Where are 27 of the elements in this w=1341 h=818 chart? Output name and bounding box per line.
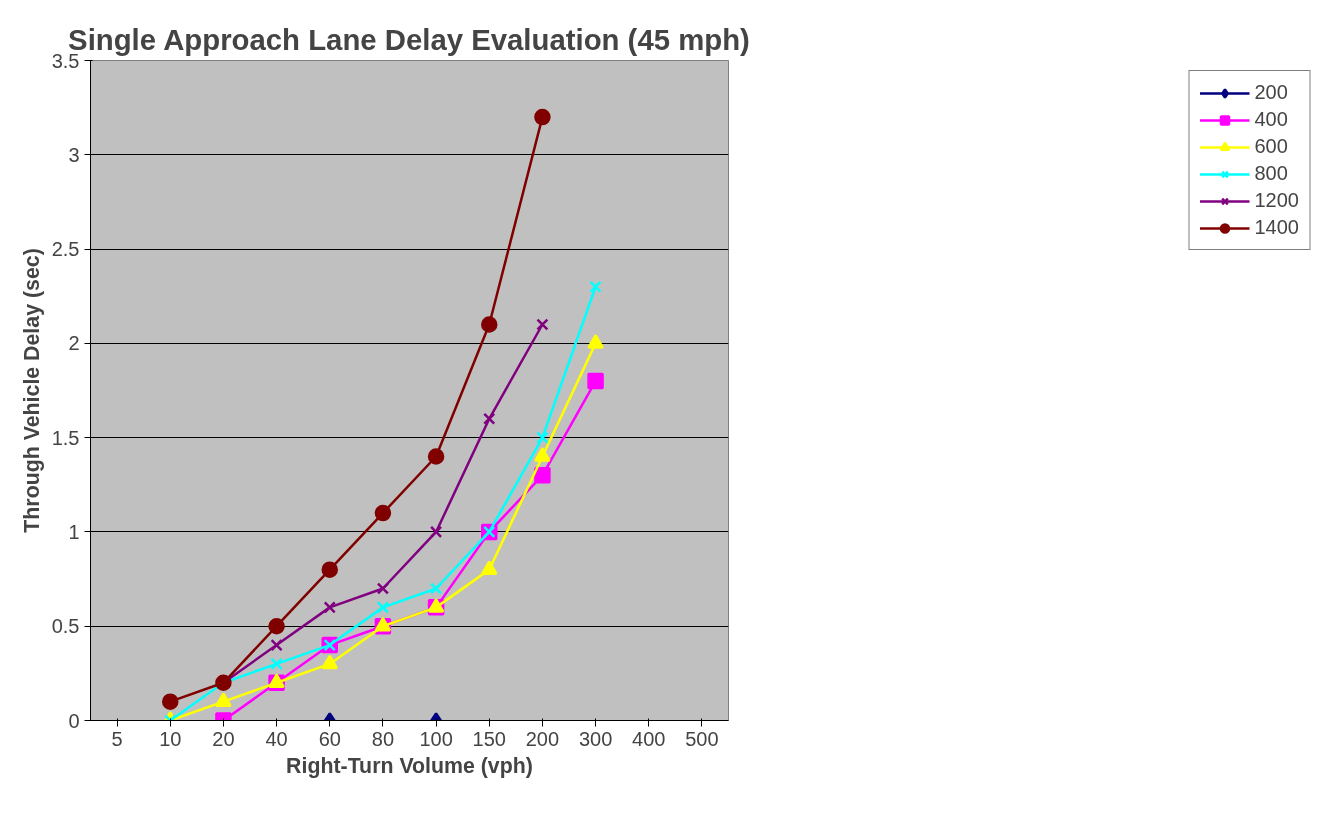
y-tick-label: 0 xyxy=(68,709,80,732)
x-tick-label: 200 xyxy=(525,727,560,750)
legend-label: 400 xyxy=(1254,108,1288,131)
legend-label: 800 xyxy=(1254,162,1288,185)
x-tick-label: 40 xyxy=(265,727,288,750)
y-tick-label: 2.5 xyxy=(51,238,80,261)
y-tick-label: 3 xyxy=(68,143,80,166)
x-tick-label: 100 xyxy=(419,727,453,750)
x-tick-label: 60 xyxy=(318,727,341,750)
y-axis-title: Through Vehicle Delay (sec) xyxy=(19,248,44,533)
x-tick-label: 80 xyxy=(371,727,395,750)
y-tick-label: 0.5 xyxy=(51,615,80,638)
legend-label: 600 xyxy=(1254,135,1288,158)
y-tick-label: 1 xyxy=(68,520,80,543)
x-tick-label: 150 xyxy=(472,727,506,750)
x-tick-label: 300 xyxy=(578,727,613,750)
x-tick-label: 400 xyxy=(632,727,666,750)
y-tick-label: 2 xyxy=(68,332,80,355)
x-tick-label: 500 xyxy=(685,727,719,750)
x-tick-label: 20 xyxy=(212,727,235,750)
x-tick-label: 5 xyxy=(111,727,123,750)
x-axis-title: Right-Turn Volume (vph) xyxy=(286,753,533,778)
legend-label: 1200 xyxy=(1254,189,1299,212)
legend-label: 1400 xyxy=(1254,216,1299,239)
legend-label: 200 xyxy=(1254,81,1288,104)
x-tick-label: 10 xyxy=(159,727,182,750)
y-tick-label: 1.5 xyxy=(51,426,80,449)
